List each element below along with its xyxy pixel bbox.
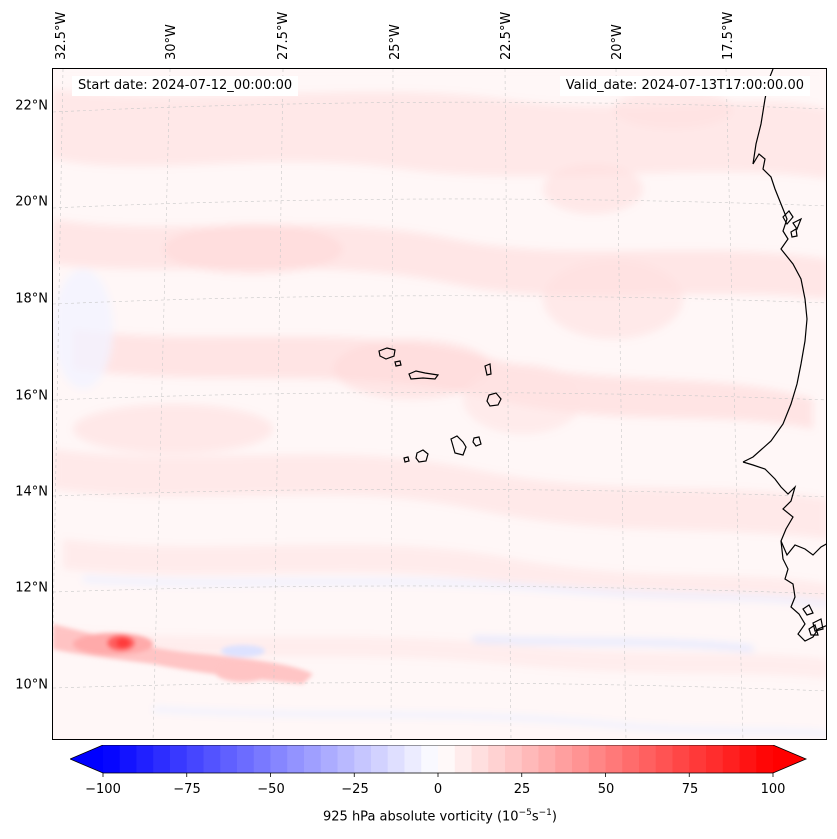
- colorbar-bin: [471, 745, 489, 773]
- lat-label-18n: 18°N: [15, 291, 48, 307]
- colorbar-bin: [722, 745, 740, 773]
- colorbar-bins: [70, 745, 806, 773]
- colorbar-tick-label-50: 50: [597, 782, 615, 797]
- colorbar-bin: [170, 745, 188, 773]
- colorbar-tick-label-neg25: −25: [341, 782, 369, 797]
- lat-label-16n: 16°N: [15, 388, 48, 404]
- colorbar-bin: [421, 745, 439, 773]
- lon-label-25w: 25°W: [388, 24, 403, 60]
- vorticity-field: [53, 69, 826, 739]
- colorbar-extend-max: [773, 745, 806, 773]
- colorbar-extend-min: [70, 745, 103, 773]
- african-coastline: [742, 69, 826, 642]
- colorbar-ticks: [102, 773, 774, 777]
- colorbar-bin: [521, 745, 539, 773]
- colorbar-bin: [320, 745, 338, 773]
- colorbar-bin: [371, 745, 389, 773]
- vorticity-map: [53, 69, 826, 739]
- colorbar-tick-label-25: 25: [513, 782, 531, 797]
- colorbar-bin: [538, 745, 556, 773]
- colorbar-tick-label-0: 0: [433, 782, 443, 797]
- graticule: [53, 69, 826, 739]
- colorbar-tick-label-neg100: −100: [85, 782, 121, 797]
- colorbar-bin: [488, 745, 506, 773]
- colorbar-bin: [505, 745, 523, 773]
- colorbar-bin: [354, 745, 372, 773]
- colorbar-bin: [220, 745, 238, 773]
- colorbar-bin: [438, 745, 456, 773]
- colorbar-title: 925 hPa absolute vorticity (10−5s−1): [323, 808, 557, 825]
- colorbar-bin: [153, 745, 171, 773]
- colorbar-bin: [203, 745, 221, 773]
- colorbar-bin: [253, 745, 271, 773]
- colorbar-bin: [689, 745, 707, 773]
- colorbar-tick-label-75: 75: [681, 782, 699, 797]
- lat-label-20n: 20°N: [15, 194, 48, 210]
- valid-date-label: Valid_date: 2024-07-13T17:00:00.00: [559, 76, 810, 96]
- lat-label-10n: 10°N: [15, 677, 48, 693]
- lat-label-14n: 14°N: [15, 484, 48, 500]
- colorbar-bin: [287, 745, 305, 773]
- colorbar-bin: [454, 745, 472, 773]
- lon-label-22-5w: 22.5°W: [499, 11, 514, 60]
- start-date-label: Start date: 2024-07-12_00:00:00: [72, 76, 299, 96]
- colorbar-bin: [186, 745, 204, 773]
- vorticity-maximum: [53, 624, 313, 684]
- colorbar-bin: [639, 745, 657, 773]
- lon-label-17-5w: 17.5°W: [721, 11, 736, 60]
- colorbar-bin: [119, 745, 137, 773]
- lat-label-12n: 12°N: [15, 580, 48, 596]
- colorbar-bin: [136, 745, 154, 773]
- colorbar-tick-label-100: 100: [760, 782, 786, 797]
- colorbar-bin: [304, 745, 322, 773]
- colorbar-bin: [605, 745, 623, 773]
- colorbar-bin: [588, 745, 606, 773]
- colorbar-bin: [672, 745, 690, 773]
- colorbar-bin: [237, 745, 255, 773]
- colorbar-tick-label-neg75: −75: [173, 782, 201, 797]
- cape-verde-islands: [378, 347, 502, 463]
- colorbar-bin: [706, 745, 724, 773]
- colorbar-bin: [739, 745, 757, 773]
- colorbar-bin: [270, 745, 288, 773]
- map-panel: [52, 68, 827, 740]
- colorbar-bin: [622, 745, 640, 773]
- colorbar-bin: [572, 745, 590, 773]
- colorbar-bin: [103, 745, 121, 773]
- lat-label-22n: 22°N: [15, 98, 48, 114]
- lon-label-30w: 30°W: [164, 24, 179, 60]
- colorbar-bin: [756, 745, 774, 773]
- lon-label-32-5w: 32.5°W: [54, 11, 69, 60]
- colorbar-bin: [555, 745, 573, 773]
- lon-label-20w: 20°W: [610, 24, 625, 60]
- colorbar-bin: [337, 745, 355, 773]
- colorbar: [70, 745, 808, 777]
- colorbar-bin: [404, 745, 422, 773]
- colorbar-bin: [387, 745, 405, 773]
- lon-label-27-5w: 27.5°W: [276, 11, 291, 60]
- colorbar-bin: [655, 745, 673, 773]
- colorbar-tick-label-neg50: −50: [257, 782, 285, 797]
